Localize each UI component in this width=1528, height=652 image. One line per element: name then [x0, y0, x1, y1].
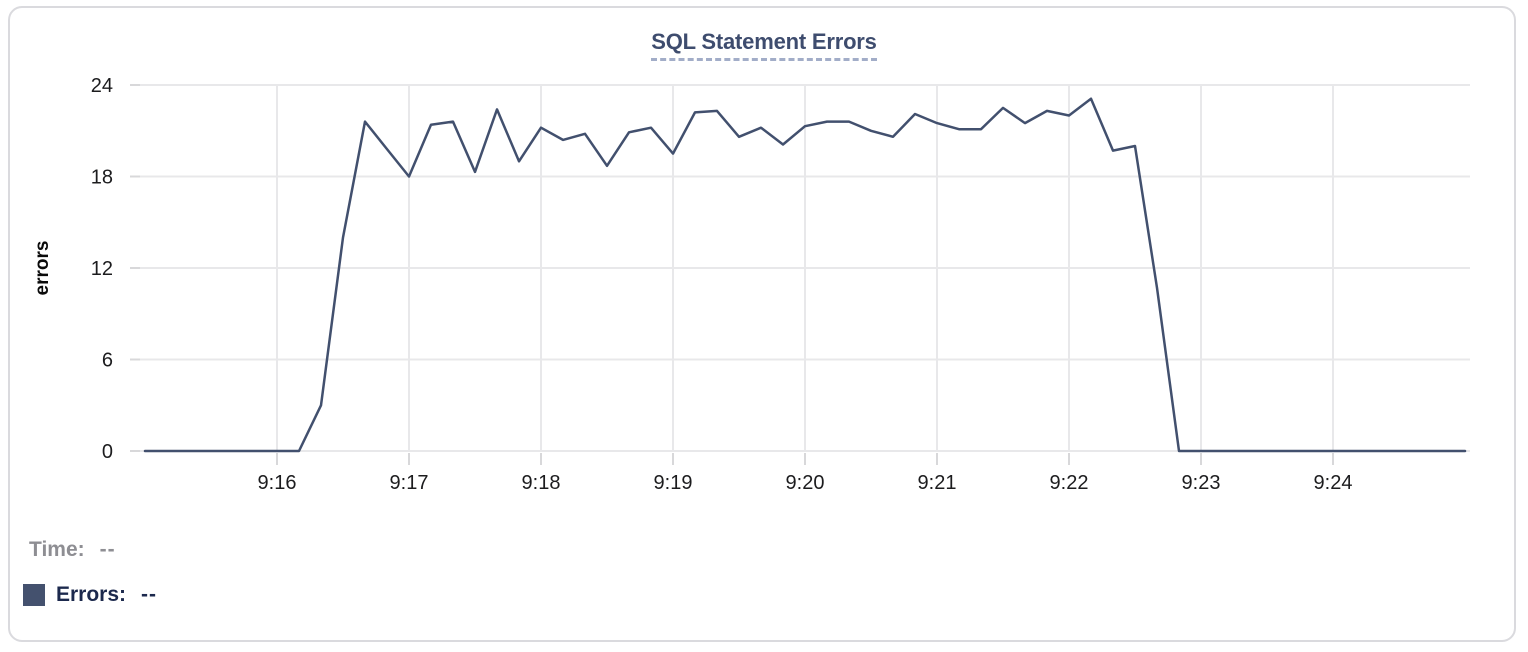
- svg-text:9:17: 9:17: [390, 472, 429, 494]
- svg-text:18: 18: [91, 167, 113, 189]
- chart-title-wrap: SQL Statement Errors: [0, 29, 1528, 61]
- svg-text:9:18: 9:18: [522, 472, 561, 494]
- svg-text:9:22: 9:22: [1050, 472, 1089, 494]
- svg-text:9:24: 9:24: [1314, 472, 1353, 494]
- svg-text:24: 24: [91, 75, 113, 97]
- svg-text:9:19: 9:19: [654, 472, 693, 494]
- errors-label: Errors:: [56, 583, 127, 606]
- time-value: --: [99, 538, 116, 561]
- svg-text:9:16: 9:16: [258, 472, 297, 494]
- svg-text:12: 12: [91, 258, 113, 280]
- errors-series-swatch: [23, 584, 45, 606]
- tooltip-errors-row: Errors: --: [23, 583, 157, 607]
- svg-text:0: 0: [102, 441, 113, 463]
- time-label: Time:: [29, 538, 85, 561]
- svg-text:9:20: 9:20: [786, 472, 825, 494]
- errors-line-chart[interactable]: 0 6 12 18 24 9:16 9:17 9:18 9:19 9:20 9:21 9:22 9:23…: [0, 0, 1528, 505]
- tooltip-time-row: Time: --: [29, 538, 116, 562]
- chart-card: [8, 6, 1516, 642]
- chart-title[interactable]: SQL Statement Errors: [651, 29, 877, 61]
- errors-value: --: [141, 583, 158, 606]
- svg-text:9:21: 9:21: [918, 472, 957, 494]
- svg-text:9:23: 9:23: [1182, 472, 1221, 494]
- svg-text:6: 6: [102, 350, 113, 372]
- svg-text:errors: errors: [32, 241, 53, 296]
